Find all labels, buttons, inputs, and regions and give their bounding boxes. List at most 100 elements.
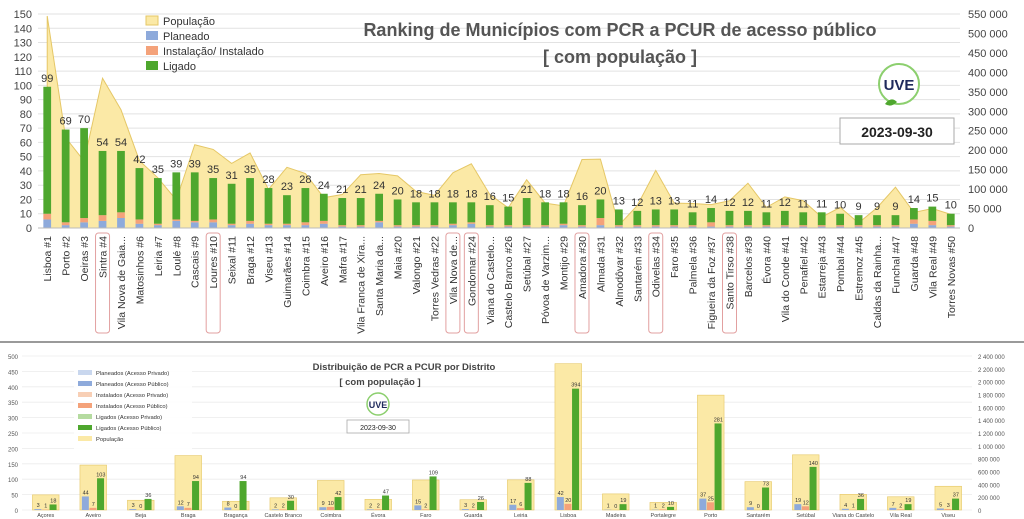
bar-ligados-publico [97, 478, 105, 510]
bar-planeado [670, 226, 679, 228]
bar-instalacao [467, 222, 476, 224]
bar-data-label: 20 [594, 185, 606, 197]
bar-instalacao [190, 220, 199, 223]
bar-data-label: 14 [908, 194, 920, 206]
bar-planeado [135, 223, 144, 228]
bar-planeado [467, 223, 476, 228]
y-tick-label: 70 [20, 123, 32, 135]
x-category-label: Penafiel #42 [798, 236, 810, 295]
bar-instalacao [80, 218, 88, 223]
x-category-label: Barcelos #39 [743, 236, 755, 297]
bar-instalacao [504, 225, 513, 227]
bar-data-label: 23 [281, 181, 293, 193]
x-category-label: Santo Tirso #38 [725, 236, 737, 310]
y2-tick-label: 200 000 [968, 145, 1008, 157]
bar-instalados-publico [279, 509, 287, 510]
bar-ligado [153, 178, 162, 224]
legend-label: População [96, 437, 123, 443]
bar-ligados-publico [192, 481, 200, 510]
bar-ligado [61, 129, 70, 223]
x-category-label: Portalegre [651, 513, 676, 519]
y2-tick-label: 450 000 [968, 48, 1008, 60]
bar-data-label: 94 [193, 475, 199, 481]
bar-instalacao [725, 225, 734, 227]
y-tick-label: 50 [11, 494, 18, 500]
legend-swatch [78, 403, 92, 408]
x-category-label: Cascais #9 [190, 236, 202, 288]
bar-ligados-publico [572, 388, 580, 510]
bar-instalacao [799, 225, 808, 227]
x-category-label: Santa Maria da... [374, 236, 386, 316]
bar-ligado [596, 199, 605, 219]
bar-data-label: 1 [852, 504, 855, 510]
x-category-label: Setúbal #27 [522, 236, 534, 292]
x-category-label: Póvoa de Varzim... [540, 236, 552, 324]
y-tick-label: 80 [20, 109, 32, 121]
x-category-label: Viana do Castelo... [485, 236, 497, 325]
bar-ligados-publico [287, 500, 295, 510]
bar-ligados-publico [382, 495, 390, 510]
bar-planeados-publico [34, 509, 42, 510]
bar-planeado [504, 226, 513, 228]
bar-ligado [891, 215, 900, 226]
bar-ligado [375, 193, 384, 221]
bottom-x-axis: Açores Aveiro Beja Braga Bragança Castelo Bra… [37, 512, 955, 519]
bar-data-label: 10 [668, 501, 674, 507]
bar-ligado [541, 202, 549, 226]
bar-instalacao [522, 225, 531, 227]
bar-planeados-publico [841, 508, 849, 510]
bar-instalacao [153, 223, 162, 226]
bar-data-label: 26 [478, 496, 484, 502]
bar-ligados-publico [809, 466, 817, 510]
bar-instalacao [651, 225, 660, 227]
bar-planeado [61, 225, 70, 228]
y-tick-label: 20 [20, 194, 32, 206]
x-category-label: Vila Nova de... [448, 236, 460, 304]
bar-instalados-publico [326, 506, 334, 510]
bar-data-label: 54 [115, 137, 127, 149]
bar-ligado [578, 205, 586, 226]
bar-data-label: 9 [892, 201, 898, 213]
bar-planeado [375, 222, 384, 228]
bottom-y-axis-right: 0 200 000 400 000 600 000 800 000 1 000 000 1 … [978, 355, 1005, 515]
bar-instalacao [227, 223, 236, 226]
bar-planeados-publico [414, 505, 422, 510]
bar-ligado [301, 188, 310, 223]
bar-planeado [393, 226, 402, 228]
bar-ligado [135, 168, 144, 220]
bar-data-label: 2 [472, 503, 475, 509]
bar-instalacao [61, 222, 70, 226]
legend-label-planeado: Planeado [163, 31, 210, 43]
bar-planeado [522, 226, 531, 228]
bar-data-label: 94 [240, 475, 246, 481]
bar-instalacao [172, 219, 181, 221]
bar-planeados-publico [319, 507, 327, 510]
legend-swatch-planeado [146, 31, 158, 40]
bar-instalacao [578, 225, 586, 227]
bar-planeados-publico [81, 496, 89, 510]
bar-planeado [356, 226, 365, 228]
bar-data-label: 18 [447, 188, 459, 200]
y2-tick-label: 2 000 000 [978, 381, 1005, 387]
x-category-label: Vila Nova de Gaia... [116, 236, 128, 329]
bar-planeado [449, 225, 457, 228]
bar-planeados-publico [746, 507, 754, 510]
bar-planeado [227, 225, 236, 228]
y-tick-label: 100 [8, 478, 19, 484]
bar-planeado [799, 226, 808, 228]
y2-tick-label: 600 000 [978, 471, 1000, 477]
bar-data-label: 7 [187, 502, 190, 508]
top-chart-subtitle: [ com população ] [543, 47, 697, 67]
legend-label-instalacao: Instalação/ Instalado [163, 46, 264, 58]
bar-planeado [80, 222, 88, 228]
y2-tick-label: 2 400 000 [978, 355, 1005, 361]
bar-instalacao [43, 213, 52, 220]
bar-planeado [707, 226, 715, 228]
bar-planeado [153, 225, 162, 228]
bar-ligado [80, 128, 88, 219]
bar-ligado [485, 205, 494, 226]
x-category-label: Vila Real [890, 513, 912, 519]
bar-planeado [430, 226, 439, 228]
